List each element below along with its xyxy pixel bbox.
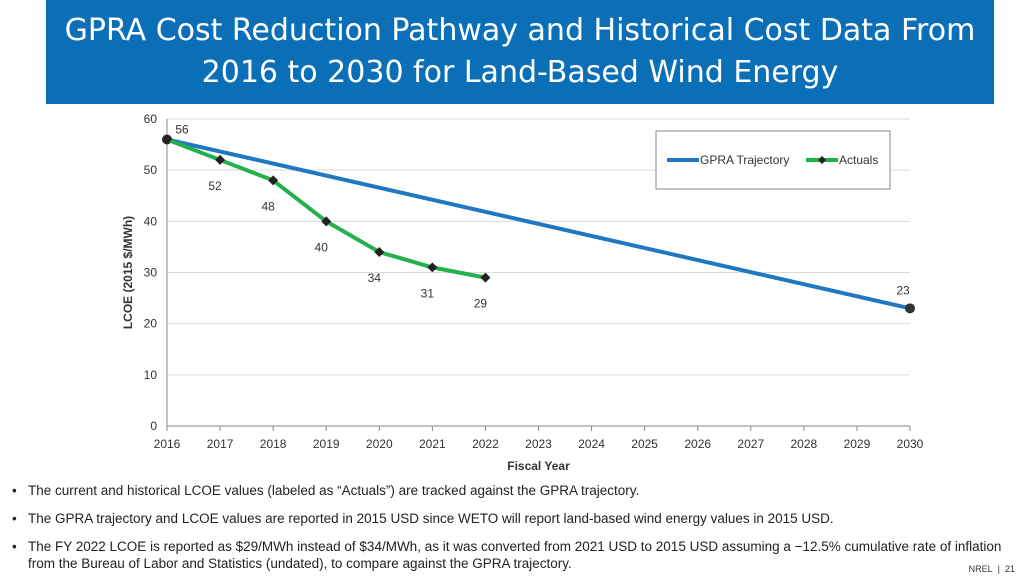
legend-marker-actuals (818, 156, 826, 164)
series-line-actuals (166, 137, 486, 280)
y-tick-label: 10 (144, 368, 158, 382)
page-number: 21 (1004, 564, 1015, 574)
x-tick-label: 2017 (207, 437, 234, 451)
y-tick-label: 40 (144, 214, 158, 228)
x-tick-label: 2024 (578, 437, 605, 451)
data-point (215, 154, 226, 165)
bullet-item: The FY 2022 LCOE is reported as $29/MWh … (12, 538, 1002, 572)
y-tick-label: 20 (144, 317, 158, 331)
bullet-item: The GPRA trajectory and LCOE values are … (12, 510, 1002, 527)
x-tick-label: 2018 (260, 437, 287, 451)
slide-title: GPRA Cost Reduction Pathway and Historic… (46, 0, 994, 104)
data-label: 31 (421, 286, 435, 300)
data-point (374, 247, 385, 258)
data-point (268, 175, 279, 186)
x-tick-label: 2027 (737, 437, 764, 451)
x-tick-label: 2023 (525, 437, 552, 451)
bullet-item: The current and historical LCOE values (… (12, 482, 1002, 499)
data-label: 56 (175, 122, 189, 136)
x-tick-label: 2021 (419, 437, 446, 451)
y-axis-title: LCOE (2015 $/MWh) (121, 216, 135, 329)
bullet-list: The current and historical LCOE values (… (12, 482, 1002, 583)
legend-label-actuals: Actuals (839, 153, 878, 167)
data-label: 29 (474, 297, 488, 311)
y-tick-label: 60 (144, 112, 158, 126)
legend-label-gpra: GPRA Trajectory (700, 153, 789, 167)
y-tick-label: 30 (144, 266, 158, 280)
x-tick-label: 2026 (684, 437, 711, 451)
data-label: 34 (368, 271, 382, 285)
data-label: 40 (315, 240, 329, 254)
data-point (905, 303, 915, 314)
x-tick-label: 2025 (631, 437, 658, 451)
data-point (427, 262, 438, 273)
x-tick-label: 2019 (313, 437, 340, 451)
data-point (480, 272, 491, 283)
footer: NREL | 21 (968, 564, 1015, 574)
y-tick-label: 0 (150, 419, 157, 433)
x-tick-label: 2028 (791, 437, 818, 451)
footer-org: NREL (968, 564, 993, 574)
x-tick-label: 2029 (844, 437, 871, 451)
x-tick-label: 2016 (154, 437, 181, 451)
data-label: 52 (208, 179, 222, 193)
x-tick-label: 2030 (897, 437, 924, 451)
x-axis-title: Fiscal Year (507, 459, 570, 473)
x-tick-label: 2020 (366, 437, 393, 451)
y-tick-label: 50 (144, 163, 158, 177)
series-line-gpra (166, 137, 911, 311)
data-point (321, 216, 332, 227)
data-point (162, 134, 172, 145)
data-label: 23 (896, 283, 910, 297)
data-label: 48 (261, 199, 275, 213)
x-tick-label: 2022 (472, 437, 499, 451)
